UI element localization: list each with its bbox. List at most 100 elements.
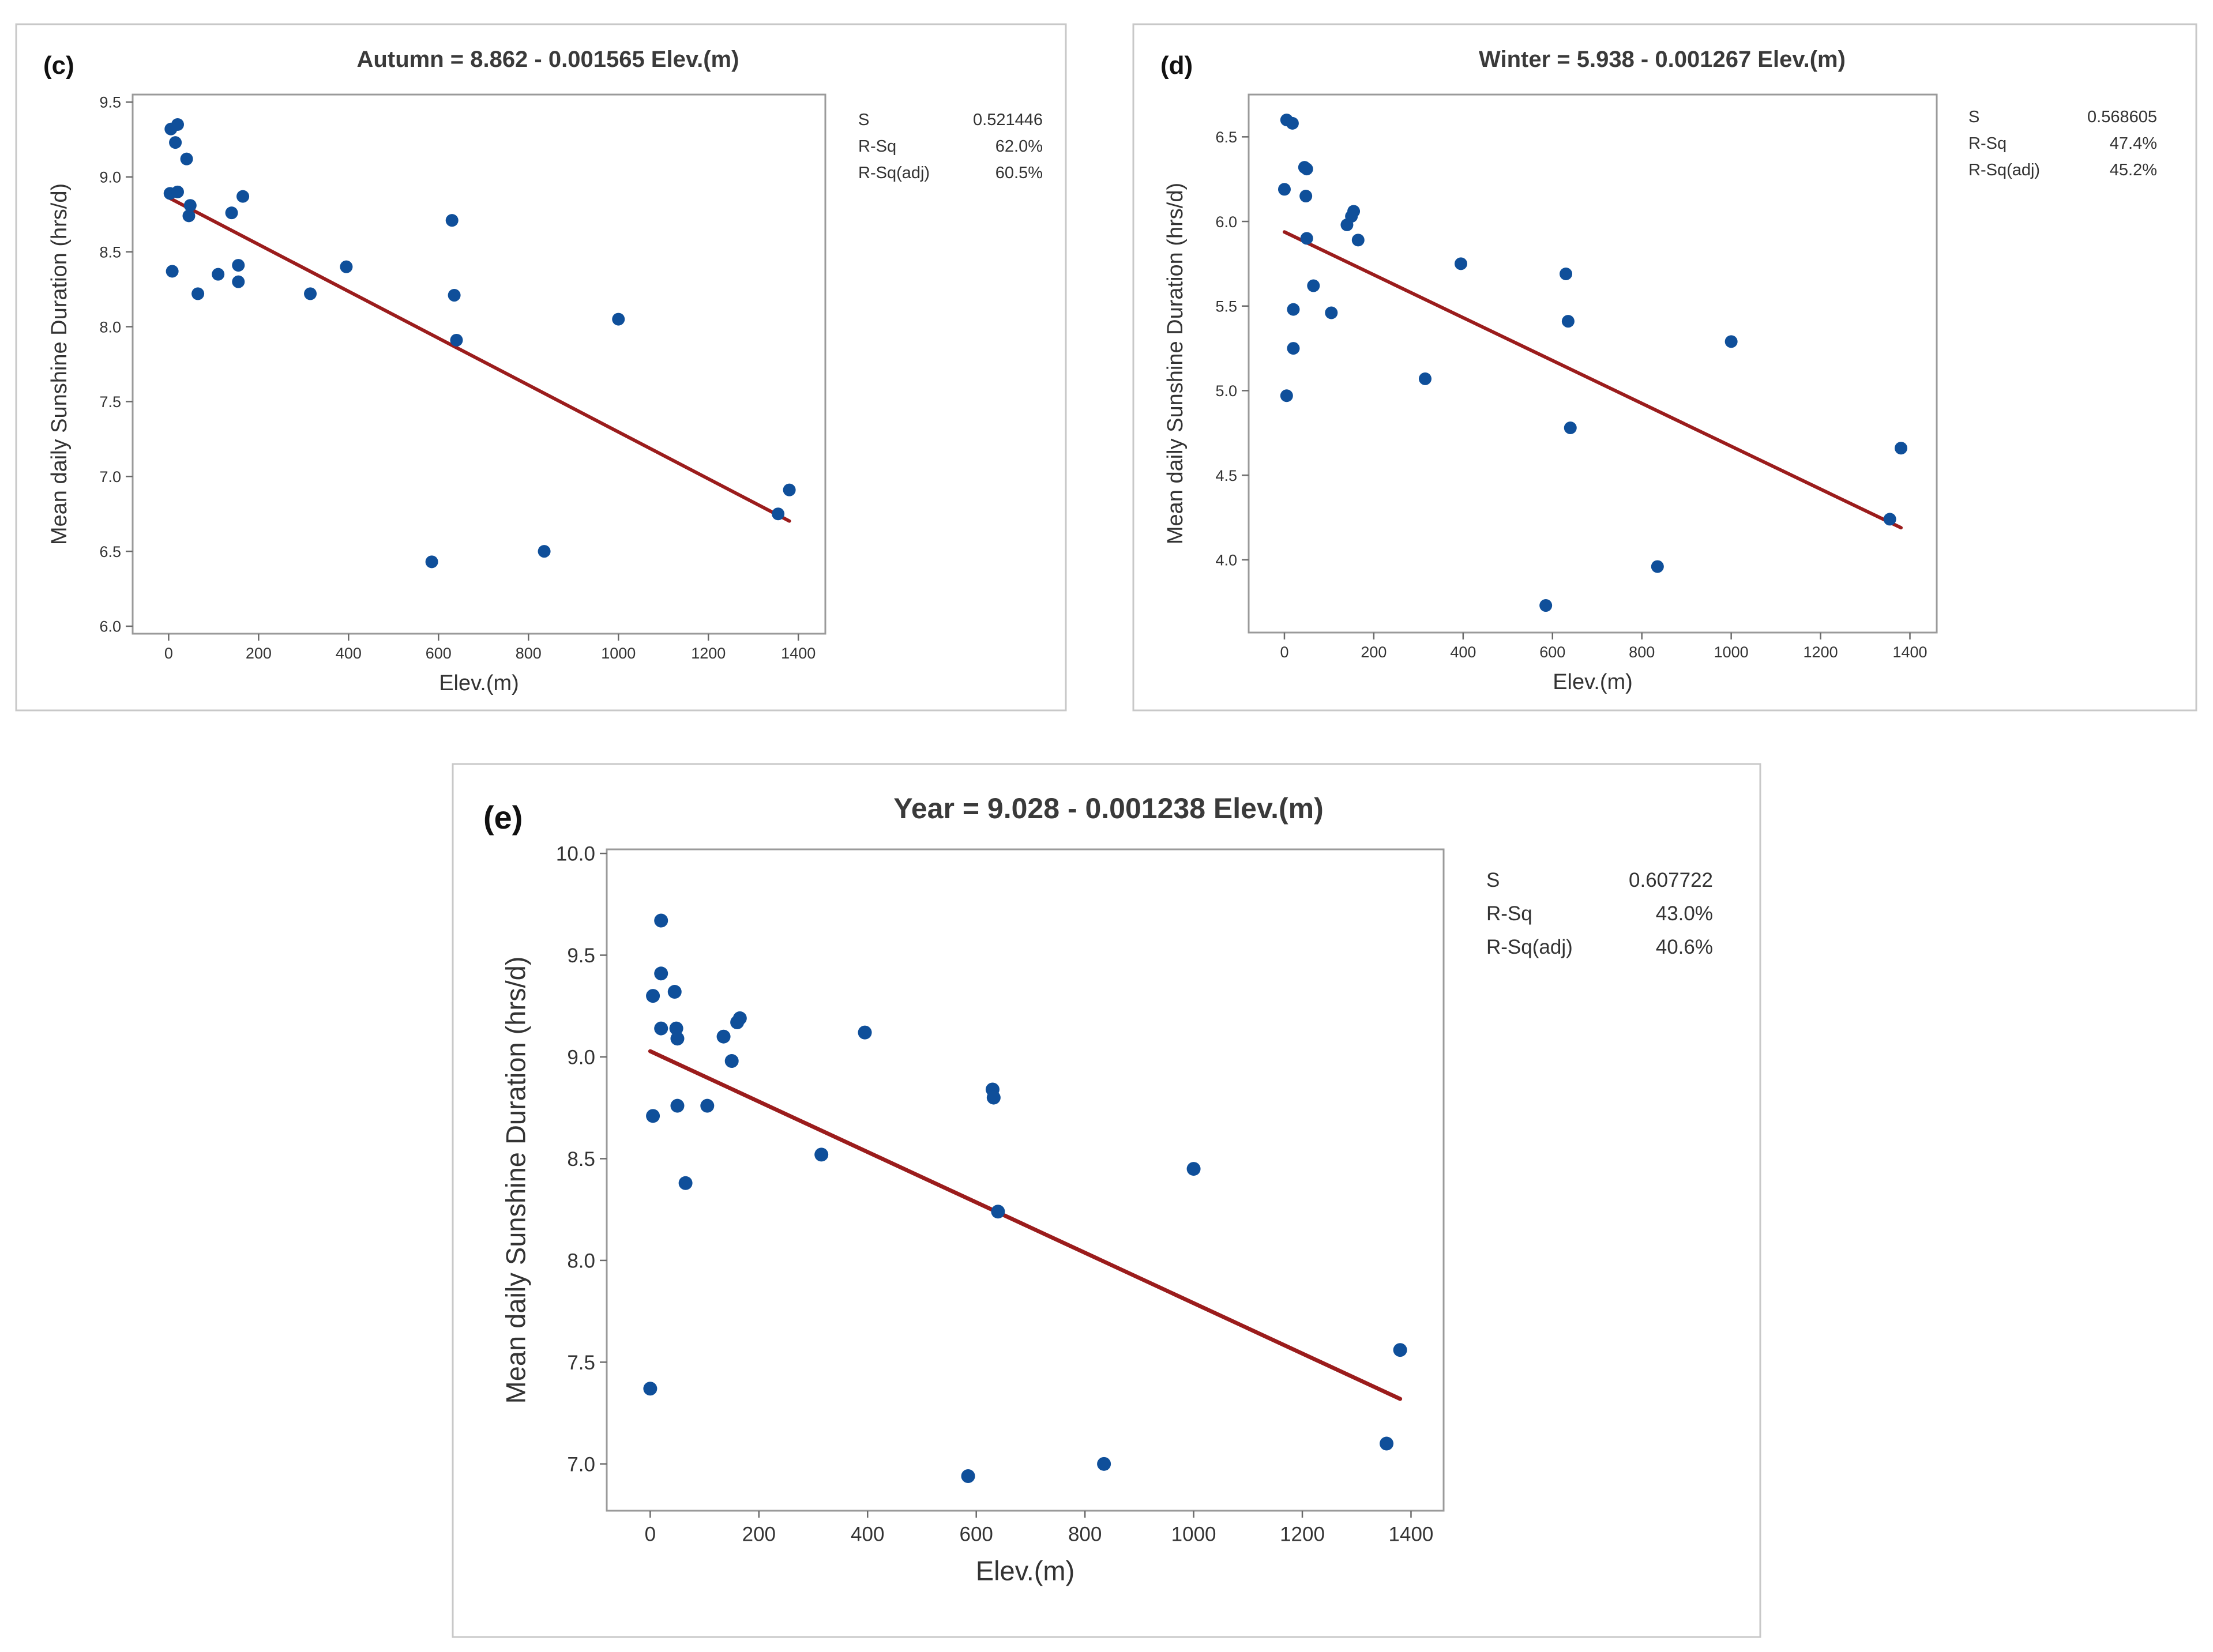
y-tick-label: 5.0	[1215, 382, 1237, 400]
regression-line	[648, 1049, 1403, 1401]
data-point	[182, 209, 196, 223]
x-tick-label: 1000	[1714, 644, 1749, 661]
y-tick-label: 7.0	[99, 468, 121, 486]
data-point	[991, 1205, 1005, 1219]
stats-label: R-Sq	[1486, 902, 1532, 925]
data-point	[858, 1025, 872, 1040]
stats-label: R-Sq(adj)	[858, 164, 930, 182]
y-tick-label: 9.0	[567, 1047, 595, 1069]
panel-label: (e)	[483, 799, 523, 836]
x-axis-title: Elev.(m)	[439, 671, 519, 695]
x-tick-label: 800	[516, 645, 542, 662]
stats-value: 45.2%	[2110, 161, 2157, 179]
data-point	[670, 1098, 685, 1113]
data-point	[1883, 513, 1896, 526]
stats-value: 60.5%	[995, 164, 1043, 182]
stats-value: 0.607722	[1629, 869, 1713, 891]
data-point	[646, 1109, 660, 1123]
data-point	[340, 260, 353, 273]
panel-label: (c)	[43, 51, 74, 80]
data-point	[612, 313, 625, 326]
data-point	[643, 1382, 657, 1396]
data-point	[450, 333, 463, 347]
y-tick-label: 7.5	[567, 1352, 595, 1374]
data-point	[1651, 560, 1664, 573]
x-tick-label: 400	[851, 1523, 884, 1545]
data-point	[1454, 257, 1467, 270]
data-point	[1287, 303, 1300, 316]
x-tick-label: 400	[336, 645, 362, 662]
data-point	[538, 545, 551, 558]
data-point	[716, 1029, 731, 1044]
y-tick-label: 8.5	[99, 243, 121, 261]
data-point	[700, 1098, 715, 1113]
data-point	[732, 1011, 747, 1025]
x-tick-label: 600	[959, 1523, 993, 1545]
data-point	[669, 1021, 683, 1036]
y-tick-label: 6.5	[1215, 129, 1237, 146]
stats-label: R-Sq	[858, 137, 896, 156]
x-tick-label: 1200	[1804, 644, 1838, 661]
data-point	[654, 1021, 668, 1036]
stats-label: R-Sq(adj)	[1968, 161, 2040, 179]
data-point	[1307, 279, 1320, 292]
stats-value: 62.0%	[995, 137, 1043, 156]
chart-autumn: 0 200 400 600 800 1000 1200 1400 6.0 6.5 7.0 7.5 8.0…	[15, 23, 1067, 712]
x-tick-label: 0	[164, 645, 173, 662]
x-tick-label: 1000	[1171, 1523, 1216, 1545]
data-point	[212, 268, 225, 281]
data-point	[654, 913, 668, 928]
stats-value: 43.0%	[1656, 902, 1713, 925]
y-tick-label: 4.5	[1215, 467, 1237, 484]
stats-label: S	[1968, 108, 1979, 126]
x-axis-title: Elev.(m)	[1553, 670, 1633, 694]
data-point	[1418, 372, 1432, 385]
y-tick-label: 8.0	[99, 318, 121, 336]
y-axis-title: Mean daily Sunshine Duration (hrs/d)	[1163, 183, 1188, 544]
data-point	[166, 265, 179, 278]
data-point	[667, 985, 682, 999]
data-point	[1186, 1162, 1201, 1176]
data-point	[678, 1176, 693, 1190]
y-tick-label: 4.0	[1215, 552, 1237, 569]
data-point	[1560, 268, 1573, 280]
stats-value: 40.6%	[1656, 936, 1713, 958]
data-point	[180, 152, 193, 165]
y-tick-label: 9.0	[99, 169, 121, 186]
data-point	[169, 136, 182, 149]
data-point	[1300, 232, 1313, 245]
stats-label: R-Sq	[1968, 134, 2007, 153]
x-tick-label: 1200	[1280, 1523, 1325, 1545]
data-point	[814, 1147, 829, 1162]
data-point	[1280, 389, 1293, 402]
x-tick-label: 200	[742, 1523, 776, 1545]
stats-label: S	[858, 111, 869, 129]
data-point	[1724, 335, 1738, 348]
y-axis-title: Mean daily Sunshine Duration (hrs/d)	[500, 957, 531, 1404]
chart-year: 0 200 400 600 800 1000 1200 1400 7.0 7.5 8.0 8.5 9.0…	[452, 763, 1761, 1638]
data-point	[1351, 234, 1365, 247]
data-point	[1299, 190, 1313, 203]
y-tick-label: 9.5	[99, 94, 121, 111]
stats-value: 0.568605	[2087, 108, 2157, 126]
data-point	[646, 989, 660, 1003]
data-point	[232, 259, 245, 272]
data-point	[724, 1054, 739, 1068]
x-tick-label: 200	[1361, 644, 1387, 661]
chart-winter: 0 200 400 600 800 1000 1200 1400 4.0 4.5 5.0 5.5 6.0…	[1132, 23, 2197, 712]
data-point	[783, 483, 796, 496]
x-tick-label: 1200	[691, 645, 726, 662]
data-point	[232, 275, 245, 288]
data-point	[445, 214, 459, 227]
data-point	[1300, 163, 1313, 176]
chart-title: Autumn = 8.862 - 0.001565 Elev.(m)	[357, 47, 739, 72]
data-point	[1287, 342, 1300, 355]
x-tick-label: 1400	[1389, 1523, 1434, 1545]
y-tick-label: 6.0	[99, 618, 121, 635]
regression-line	[167, 195, 791, 523]
plot-frame	[131, 93, 826, 635]
data-point	[1286, 116, 1299, 130]
y-tick-label: 7.5	[99, 393, 121, 411]
data-point	[236, 190, 250, 203]
plot-frame	[606, 848, 1445, 1512]
